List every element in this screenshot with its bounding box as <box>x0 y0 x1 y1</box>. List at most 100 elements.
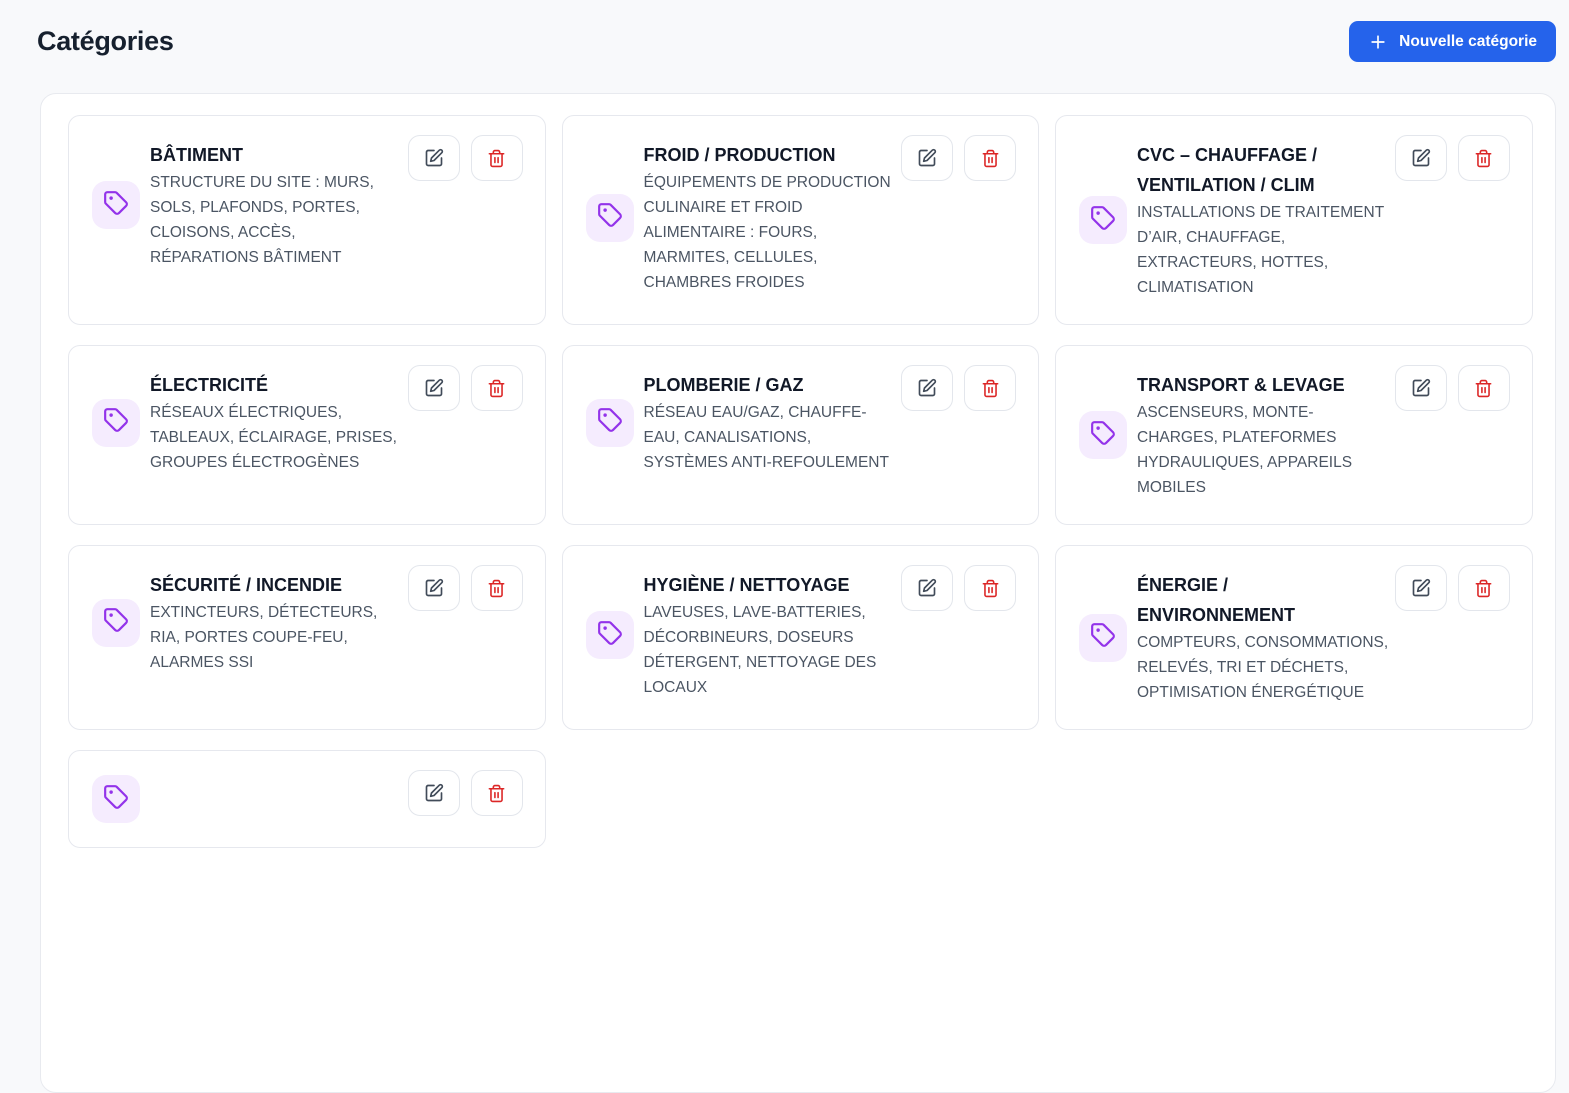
page-header: Catégories Nouvelle catégorie <box>0 0 1569 93</box>
category-title: HYGIÈNE / NETTOYAGE <box>643 575 850 595</box>
category-card: ÉLECTRICITÉ RÉSEAUX ÉLECTRIQUES, TABLEAU… <box>68 345 546 525</box>
category-title: BÂTIMENT <box>150 145 243 165</box>
plus-icon <box>1368 32 1388 52</box>
category-card-main: CVC – CHAUFFAGE / VENTILATION / CLIM INS… <box>1079 140 1389 300</box>
category-card-text: TRANSPORT & LEVAGE ASCENSEURS, MONTE-CHA… <box>1137 370 1389 500</box>
category-card-text: HYGIÈNE / NETTOYAGE LAVEUSES, LAVE-BATTE… <box>644 570 896 700</box>
delete-category-button[interactable] <box>1457 365 1510 411</box>
category-tag-badge <box>92 598 140 647</box>
category-description: RÉSEAUX ÉLECTRIQUES, TABLEAUX, ÉCLAIRAGE… <box>150 404 397 471</box>
edit-category-button[interactable] <box>901 135 953 181</box>
category-card-actions <box>1394 135 1510 181</box>
category-title: ÉLECTRICITÉ <box>150 375 269 395</box>
delete-category-button[interactable] <box>964 565 1016 611</box>
category-card: SÉCURITÉ / INCENDIE EXTINCTEURS, DÉTECTE… <box>68 545 546 730</box>
category-card-actions <box>1394 365 1510 411</box>
delete-category-button[interactable] <box>964 135 1016 181</box>
edit-icon <box>1411 578 1431 598</box>
category-card-actions <box>901 565 1016 611</box>
edit-category-button[interactable] <box>1394 565 1447 611</box>
edit-icon <box>917 378 937 398</box>
edit-category-button[interactable] <box>901 365 953 411</box>
tag-icon <box>597 620 623 651</box>
category-card-actions <box>1394 565 1510 611</box>
delete-category-button[interactable] <box>470 135 523 181</box>
delete-category-button[interactable] <box>470 565 523 611</box>
new-category-button-label: Nouvelle catégorie <box>1399 32 1537 50</box>
category-card-main: BÂTIMENT STRUCTURE DU SITE : MURS, SOLS,… <box>92 140 402 270</box>
trash-icon <box>487 379 506 398</box>
category-description: ÉQUIPEMENTS DE PRODUCTION CULINAIRE ET F… <box>643 174 891 291</box>
new-category-button[interactable]: Nouvelle catégorie <box>1349 21 1556 62</box>
delete-category-button[interactable] <box>1457 135 1510 181</box>
category-card <box>68 750 546 848</box>
edit-icon <box>424 578 444 598</box>
category-description: COMPTEURS, CONSOMMATIONS, RELEVÉS, TRI E… <box>1137 634 1389 701</box>
trash-icon <box>981 579 1000 598</box>
category-card-text: BÂTIMENT STRUCTURE DU SITE : MURS, SOLS,… <box>150 140 402 270</box>
category-tag-badge <box>585 398 634 447</box>
category-tag-badge <box>585 611 634 659</box>
category-card-text: SÉCURITÉ / INCENDIE EXTINCTEURS, DÉTECTE… <box>150 570 402 675</box>
edit-icon <box>917 148 937 168</box>
category-card-actions <box>901 135 1016 181</box>
trash-icon <box>487 784 506 803</box>
trash-icon <box>1474 149 1493 168</box>
category-card-main: HYGIÈNE / NETTOYAGE LAVEUSES, LAVE-BATTE… <box>585 570 896 700</box>
category-tag-badge <box>1079 613 1127 662</box>
category-card-main: PLOMBERIE / GAZ RÉSEAU EAU/GAZ, CHAUFFE-… <box>585 370 896 475</box>
edit-category-button[interactable] <box>407 770 460 816</box>
category-card: FROID / PRODUCTION ÉQUIPEMENTS DE PRODUC… <box>561 115 1039 325</box>
tag-icon <box>597 202 623 233</box>
category-title: CVC – CHAUFFAGE / VENTILATION / CLIM <box>1137 145 1318 195</box>
category-card-actions <box>901 365 1016 411</box>
edit-category-button[interactable] <box>407 135 460 181</box>
trash-icon <box>981 149 1000 168</box>
category-description: ASCENSEURS, MONTE-CHARGES, PLATEFORMES H… <box>1137 404 1353 496</box>
tag-icon <box>103 407 129 438</box>
edit-icon <box>424 378 444 398</box>
categories-panel: BÂTIMENT STRUCTURE DU SITE : MURS, SOLS,… <box>40 93 1556 1093</box>
category-tag-badge <box>92 775 140 823</box>
edit-icon <box>917 578 937 598</box>
category-card-text: CVC – CHAUFFAGE / VENTILATION / CLIM INS… <box>1137 140 1389 300</box>
category-card-actions <box>407 565 523 611</box>
category-card-text: PLOMBERIE / GAZ RÉSEAU EAU/GAZ, CHAUFFE-… <box>644 370 896 475</box>
edit-icon <box>1411 148 1431 168</box>
category-description: STRUCTURE DU SITE : MURS, SOLS, PLAFONDS… <box>150 174 374 266</box>
delete-category-button[interactable] <box>964 365 1016 411</box>
category-card-actions <box>407 365 523 411</box>
category-card: HYGIÈNE / NETTOYAGE LAVEUSES, LAVE-BATTE… <box>561 545 1039 730</box>
delete-category-button[interactable] <box>1457 565 1510 611</box>
category-card-main <box>92 775 402 823</box>
trash-icon <box>1474 579 1493 598</box>
edit-icon <box>424 783 444 803</box>
category-card: BÂTIMENT STRUCTURE DU SITE : MURS, SOLS,… <box>68 115 546 325</box>
category-title: ÉNERGIE / ENVIRONNEMENT <box>1137 575 1296 625</box>
category-card-main: ÉLECTRICITÉ RÉSEAUX ÉLECTRIQUES, TABLEAU… <box>92 370 402 475</box>
edit-category-button[interactable] <box>407 565 460 611</box>
category-title: FROID / PRODUCTION <box>643 145 836 165</box>
delete-category-button[interactable] <box>470 365 523 411</box>
category-tag-badge <box>1079 196 1127 244</box>
tag-icon <box>103 190 129 221</box>
edit-category-button[interactable] <box>901 565 953 611</box>
trash-icon <box>981 379 1000 398</box>
edit-category-button[interactable] <box>1394 135 1447 181</box>
tag-icon <box>1090 622 1116 653</box>
category-tag-badge <box>585 193 634 242</box>
edit-icon <box>1411 378 1431 398</box>
category-card-main: FROID / PRODUCTION ÉQUIPEMENTS DE PRODUC… <box>585 140 896 295</box>
category-card-text: ÉNERGIE / ENVIRONNEMENT COMPTEURS, CONSO… <box>1137 570 1389 705</box>
category-tag-badge <box>1079 411 1127 459</box>
edit-category-button[interactable] <box>407 365 460 411</box>
category-description: EXTINCTEURS, DÉTECTEURS, RIA, PORTES COU… <box>150 604 378 671</box>
category-card-main: TRANSPORT & LEVAGE ASCENSEURS, MONTE-CHA… <box>1079 370 1389 500</box>
tag-icon <box>1090 420 1116 451</box>
category-tag-badge <box>92 398 140 447</box>
edit-category-button[interactable] <box>1394 365 1447 411</box>
delete-category-button[interactable] <box>470 770 523 816</box>
category-card: CVC – CHAUFFAGE / VENTILATION / CLIM INS… <box>1055 115 1533 325</box>
trash-icon <box>487 579 506 598</box>
category-card: TRANSPORT & LEVAGE ASCENSEURS, MONTE-CHA… <box>1055 345 1533 525</box>
